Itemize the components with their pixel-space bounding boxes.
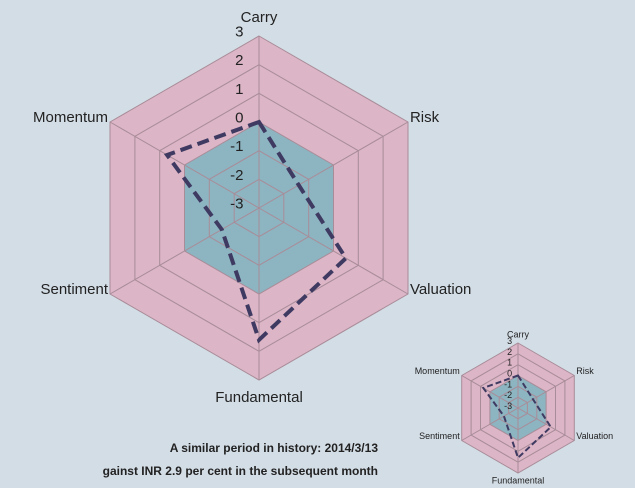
axis-label: Momentum	[415, 366, 460, 376]
axis-label: Valuation	[410, 281, 471, 298]
tick-label: 1	[235, 81, 243, 98]
tick-label: -2	[504, 390, 512, 400]
tick-label: 0	[235, 110, 243, 127]
spoke	[109, 121, 260, 209]
axis-label: Risk	[410, 109, 440, 126]
series-line	[163, 119, 349, 344]
axis-label: Fundamental	[215, 389, 303, 406]
axis-label: Momentum	[33, 109, 108, 126]
axis-label: Fundamental	[492, 475, 545, 485]
spoke	[258, 121, 409, 209]
series-line	[481, 374, 553, 460]
tick-label: 1	[507, 358, 512, 368]
tick-label: 2	[507, 347, 512, 357]
axis-label: Carry	[507, 329, 529, 339]
axis-label: Sentiment	[40, 281, 108, 298]
tick-label: -3	[230, 196, 243, 213]
spoke	[109, 207, 260, 295]
tick-label: -1	[230, 138, 243, 155]
axis-label: Sentiment	[419, 431, 460, 441]
caption: gainst INR 2.9 per cent in the subsequen…	[103, 464, 378, 478]
tick-label: 2	[235, 52, 243, 69]
axis-label: Risk	[576, 366, 594, 376]
spoke	[461, 375, 519, 409]
tick-label: 0	[507, 369, 512, 379]
tick-label: 3	[507, 336, 512, 346]
tick-label: -3	[504, 401, 512, 411]
tick-label: 3	[235, 24, 243, 41]
spoke	[461, 407, 519, 441]
spoke	[517, 375, 575, 409]
caption: A similar period in history: 2014/3/13	[170, 441, 379, 455]
tick-label: -1	[504, 379, 512, 389]
axis-label: Valuation	[576, 431, 613, 441]
spoke	[258, 207, 409, 295]
tick-label: -2	[230, 167, 243, 184]
axis-label: Carry	[241, 9, 278, 26]
spoke	[517, 407, 575, 441]
